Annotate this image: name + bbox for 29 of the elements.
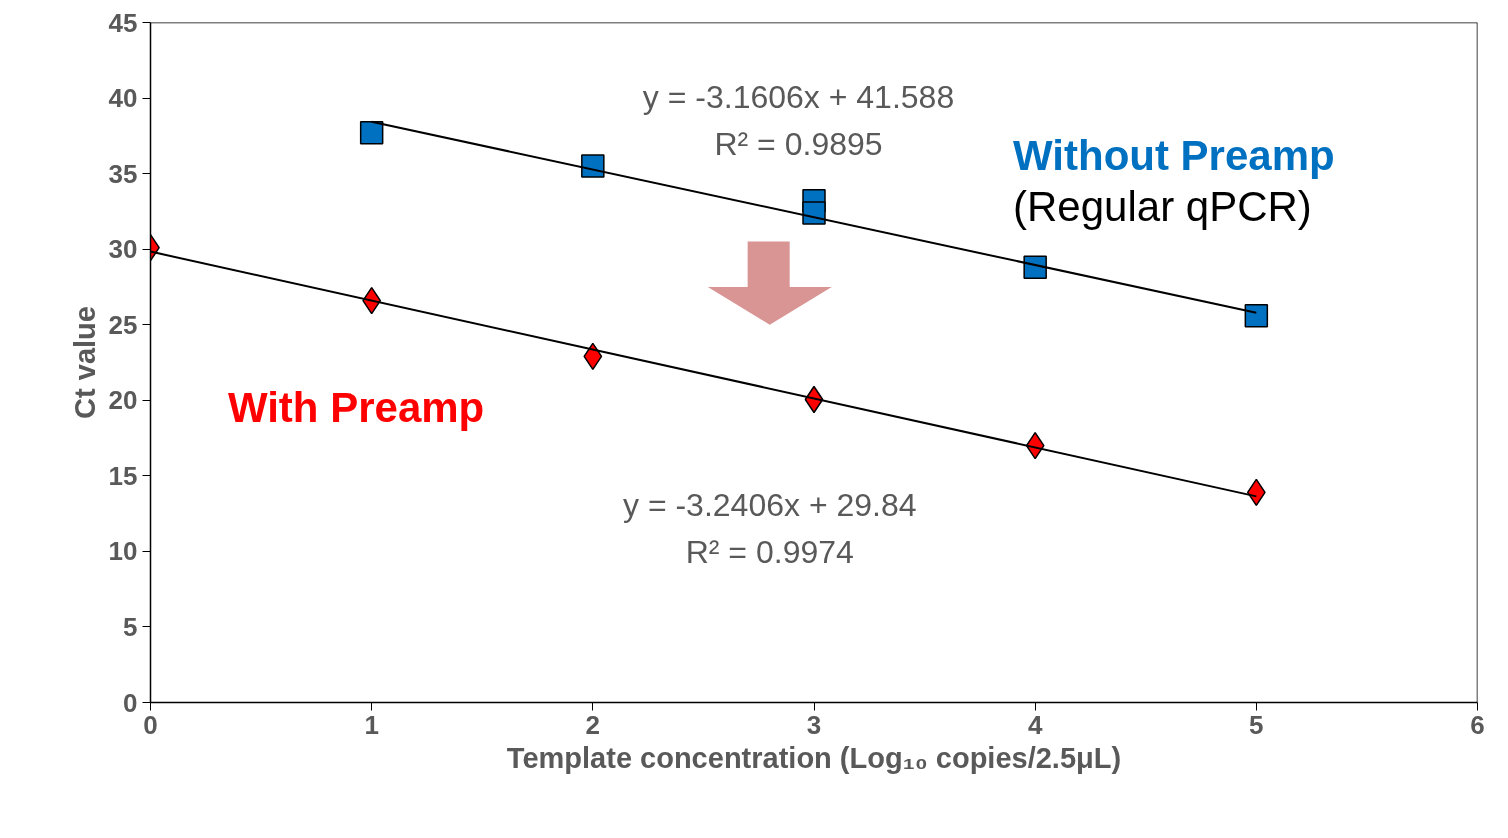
point	[581, 154, 605, 178]
x-tick-label: 0	[143, 709, 158, 740]
annotation: y = -3.2406x + 29.84 R² = 0.9974	[622, 487, 917, 571]
y-tick-label: 15	[108, 460, 138, 491]
annotation: (Regular qPCR)	[1013, 183, 1312, 231]
x-tick-label: 6	[1470, 709, 1485, 740]
y-tick-label: 40	[108, 83, 138, 114]
x-tick-label: 2	[585, 709, 601, 740]
point	[1244, 303, 1269, 328]
x-tick-label: 4	[1027, 709, 1043, 740]
annotation: y = -3.1606x + 41.588 R² = 0.9895	[642, 79, 955, 163]
x-axis-title: Template concentration (Log₁₀ copies/2.5μL)	[506, 741, 1122, 774]
x-tick-label: 3	[806, 709, 822, 740]
y-tick-label: 10	[108, 536, 138, 567]
y-tick-label: 0	[123, 687, 138, 718]
text: With Preamp	[227, 384, 485, 432]
y-tick-label: 30	[108, 234, 138, 265]
y-tick-label: 35	[108, 158, 138, 189]
point	[1023, 255, 1047, 280]
point	[802, 201, 826, 225]
y-axis-title: Ct value	[68, 306, 101, 419]
point	[359, 121, 384, 145]
series-label: Without Preamp	[1013, 131, 1335, 179]
y-tick-label: 45	[108, 7, 138, 38]
y-tick-label: 20	[108, 385, 138, 416]
y-tick-label: 5	[123, 611, 138, 642]
y-tick-label: 25	[108, 309, 138, 340]
x-tick-label: 5	[1249, 709, 1264, 740]
x-tick-label: 1	[364, 709, 379, 740]
